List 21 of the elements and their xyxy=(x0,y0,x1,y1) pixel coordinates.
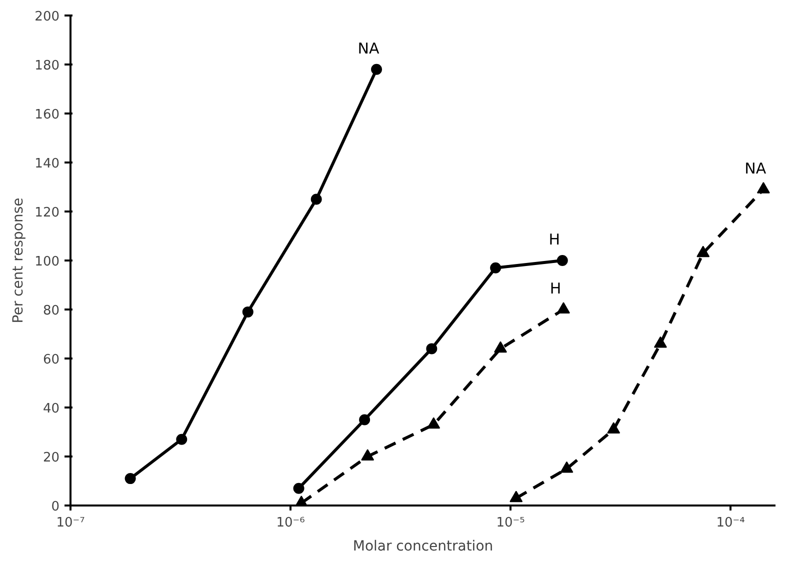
x-axis-title: Molar concentration xyxy=(352,538,494,554)
y-tick-label: 200 xyxy=(34,10,60,24)
x-tick-label: 10⁻⁵ xyxy=(496,516,525,530)
y-tick-label: 100 xyxy=(34,254,60,270)
series-label: H xyxy=(550,280,562,298)
y-tick-label: 140 xyxy=(34,156,60,172)
y-tick-label: 20 xyxy=(42,450,60,466)
y-tick-label: 180 xyxy=(34,58,60,74)
y-tick-label: 160 xyxy=(34,108,60,122)
y-tick-label: 0 xyxy=(51,500,60,514)
y-tick-label: 80 xyxy=(42,304,60,318)
y-tick-label: 60 xyxy=(42,352,60,368)
series-label: NA xyxy=(744,159,767,178)
y-tick-label: 40 xyxy=(42,402,60,416)
y-tick-label: 120 xyxy=(34,206,60,220)
series-label: H xyxy=(548,230,560,248)
x-tick-label: 10⁻⁶ xyxy=(276,516,305,530)
x-tick-label: 10⁻⁴ xyxy=(716,516,745,530)
x-tick-label: 10⁻⁷ xyxy=(56,516,85,530)
series-label: NA xyxy=(358,39,380,58)
y-axis-title: Per cent response xyxy=(10,198,27,324)
